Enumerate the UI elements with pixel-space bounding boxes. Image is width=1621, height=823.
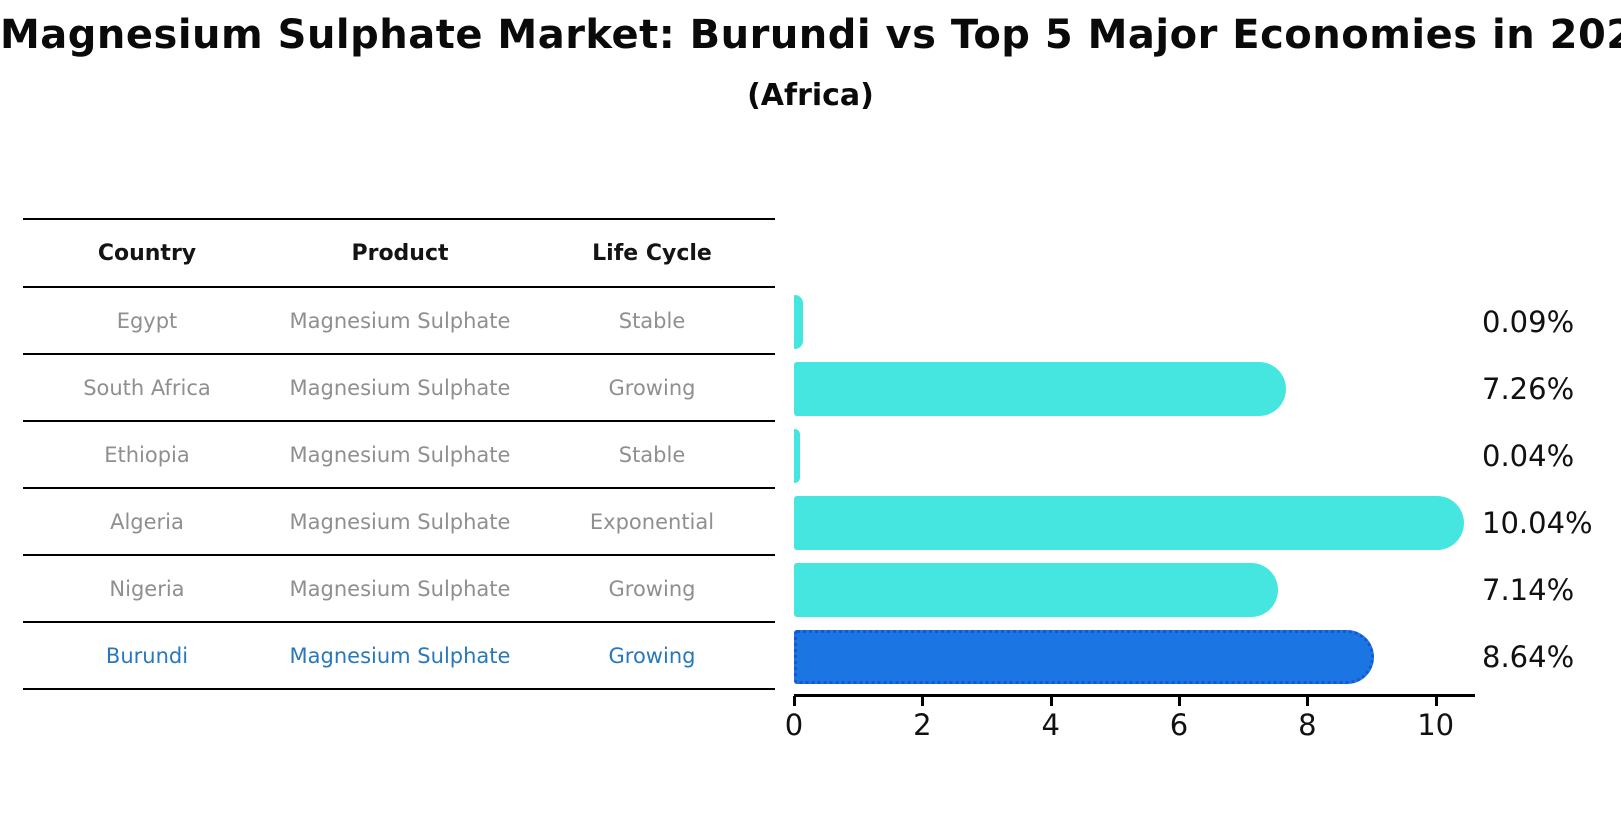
x-tick-label-10: 10: [1417, 708, 1455, 742]
x-tick-label-6: 6: [1169, 708, 1189, 742]
country-table: Country Product Life Cycle Egypt Magnesiu…: [23, 218, 775, 690]
product-cell: Magnesium Sulphate: [289, 576, 511, 601]
table-row-egypt: Egypt Magnesium Sulphate Stable: [23, 288, 775, 355]
product-cell: Magnesium Sulphate: [289, 375, 511, 400]
x-tick-label-2: 2: [913, 708, 932, 742]
lifecycle-cell: Stable: [618, 442, 686, 467]
x-tick-10: [1434, 696, 1438, 706]
table-row-ethiopia: Ethiopia Magnesium Sulphate Stable: [23, 422, 775, 489]
table-header-lifecycle: Life Cycle: [592, 240, 712, 266]
x-tick-label-4: 4: [1041, 708, 1060, 742]
table-header-product: Product: [351, 240, 449, 266]
x-tick-4: [1049, 696, 1053, 706]
bar-nigeria: [794, 562, 1279, 617]
country-cell: South Africa: [83, 375, 211, 400]
value-label-algeria: 10.04%: [1482, 505, 1593, 540]
x-tick-0: [793, 696, 796, 706]
chart-subtitle: (Africa): [747, 78, 874, 113]
x-tick-label-0: 0: [784, 708, 804, 742]
lifecycle-cell: Growing: [608, 576, 696, 601]
value-label-nigeria: 7.14%: [1482, 572, 1575, 607]
country-cell: Nigeria: [109, 576, 185, 601]
product-cell: Magnesium Sulphate: [289, 308, 511, 333]
bar-algeria: [794, 495, 1465, 550]
bar-ethiopia: [794, 428, 800, 483]
bar-burundi: [794, 629, 1375, 684]
value-label-south-africa: 7.26%: [1482, 371, 1575, 406]
x-axis-line: [794, 694, 1475, 697]
lifecycle-cell: Growing: [608, 375, 696, 400]
lifecycle-cell: Growing: [608, 643, 696, 668]
table-header-row: Country Product Life Cycle: [23, 218, 775, 288]
value-label-ethiopia: 0.04%: [1482, 438, 1575, 473]
value-label-egypt: 0.09%: [1482, 304, 1575, 339]
product-cell: Magnesium Sulphate: [289, 442, 511, 467]
table-row-burundi: Burundi Magnesium Sulphate Growing: [23, 623, 775, 690]
country-cell: Ethiopia: [104, 442, 190, 467]
chart-title: Magnesium Sulphate Market: Burundi vs To…: [0, 12, 1621, 58]
product-cell: Magnesium Sulphate: [289, 509, 511, 534]
table-header-country: Country: [97, 240, 197, 266]
x-tick-8: [1306, 696, 1310, 706]
value-label-burundi: 8.64%: [1482, 639, 1575, 674]
table-row-nigeria: Nigeria Magnesium Sulphate Growing: [23, 556, 775, 623]
x-tick-6: [1178, 696, 1182, 706]
table-row-algeria: Algeria Magnesium Sulphate Exponential: [23, 489, 775, 556]
lifecycle-cell: Exponential: [589, 509, 715, 534]
country-cell: Algeria: [110, 509, 184, 534]
product-cell: Magnesium Sulphate: [289, 643, 511, 668]
x-tick-label-8: 8: [1298, 708, 1317, 742]
country-cell: Burundi: [105, 643, 189, 668]
country-cell: Egypt: [116, 308, 178, 333]
x-tick-2: [921, 696, 925, 706]
table-body: Egypt Magnesium Sulphate Stable South Afric…: [23, 288, 775, 690]
table-row-south-africa: South Africa Magnesium Sulphate Growing: [23, 355, 775, 422]
lifecycle-cell: Stable: [618, 308, 686, 333]
bar-south-africa: [794, 361, 1286, 416]
bar-egypt: [794, 294, 803, 349]
